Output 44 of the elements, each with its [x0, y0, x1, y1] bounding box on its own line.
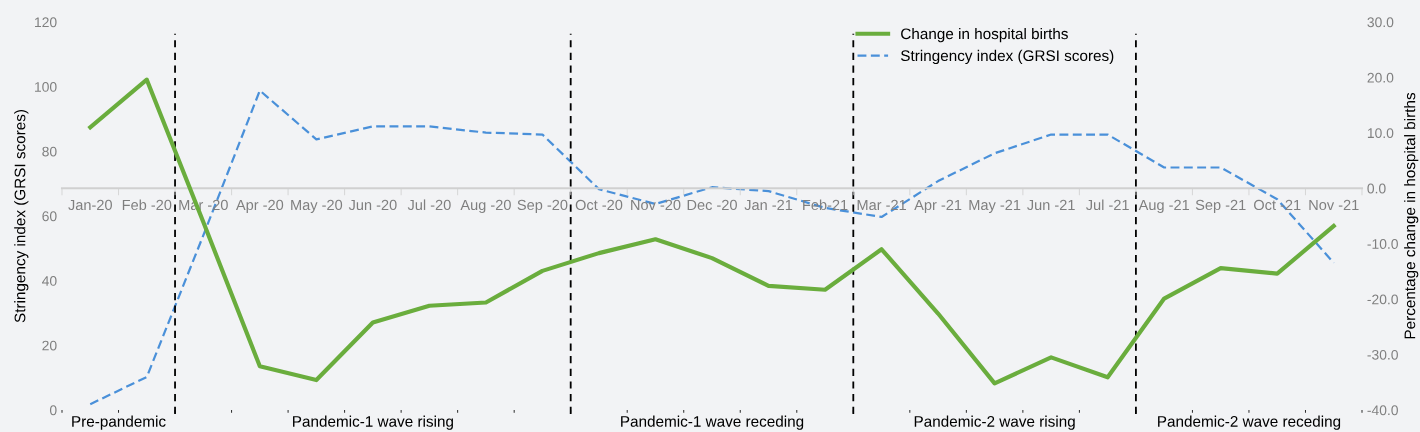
y-tick-label: 0	[49, 405, 57, 416]
legend-label: Change in hospital births	[901, 27, 1068, 43]
x-tick-label: Jul -21	[1086, 199, 1129, 211]
y2-tick-label: -10.0	[1367, 239, 1398, 249]
y-axis-title: Stringency index (GRSI scores)	[14, 109, 29, 323]
y2-tick-label: 30.0	[1367, 17, 1394, 28]
legend-label: Stringency index (GRSI scores)	[900, 49, 1114, 65]
x-tick-label: Feb -20	[122, 199, 172, 211]
x-tick-label: Jun -21	[1027, 199, 1075, 211]
y2-tick-label: -30.0	[1367, 349, 1398, 360]
x-tick-label: Apr -20	[235, 199, 284, 213]
y-tick-label: 100	[35, 82, 57, 92]
x-tick-label: Apr -21	[914, 199, 962, 213]
x-tick-label: Aug -21	[1138, 199, 1189, 213]
y2-axis-title: Percentage change in hospital births	[1404, 92, 1419, 339]
x-tick-label: Jul -20	[407, 199, 451, 211]
y2-tick-label: -20.0	[1367, 294, 1398, 305]
y-tick-label: 60	[42, 211, 57, 222]
y-tick-label: 40	[42, 276, 57, 286]
x-tick-label: Sep -21	[1195, 199, 1246, 213]
text: Pandemic-1 wave rising	[293, 415, 453, 430]
text: Pre-pandemic	[72, 415, 166, 430]
y2-tick-label: 0.0	[1367, 183, 1386, 194]
y2-tick-label: 10.0	[1367, 128, 1394, 139]
x-tick-label: May -20	[291, 199, 343, 213]
y2-tick-label: 20.0	[1367, 72, 1394, 83]
y-tick-label: 80	[42, 146, 57, 157]
y2-tick-label: -40.0	[1367, 405, 1398, 416]
x-tick-label: Jun -20	[348, 199, 397, 211]
x-tick-label: Mar -21	[857, 199, 906, 211]
x-tick-label: Jan -21	[744, 199, 793, 211]
y-tick-label: 20	[42, 340, 57, 351]
text: Pandemic-1 wave receding	[621, 415, 804, 430]
x-tick-label: Sep -20	[517, 199, 568, 213]
y-tick-label: 120	[35, 17, 57, 28]
x-tick-label: Nov -21	[1309, 199, 1359, 211]
x-tick-label: May -21	[969, 199, 1021, 213]
x-tick-label: Aug -20	[460, 199, 511, 213]
x-tick-label: Oct -20	[575, 199, 623, 211]
x-tick-label: Nov -20	[631, 199, 681, 211]
text: Pandemic-2 wave receding	[1158, 415, 1341, 430]
x-tick-label: Jan-20	[68, 199, 112, 211]
x-tick-label: Dec -20	[687, 199, 737, 211]
text: Pandemic-2 wave rising	[914, 415, 1075, 430]
